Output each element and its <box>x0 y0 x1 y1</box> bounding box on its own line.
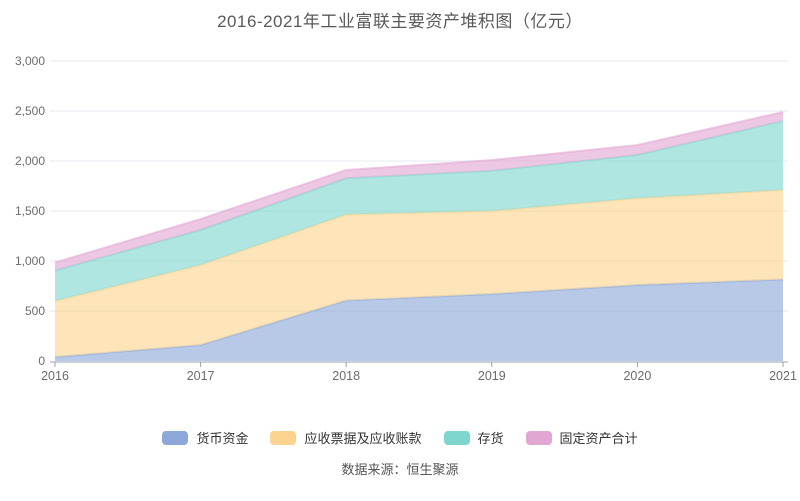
y-tick-label: 500 <box>25 304 45 318</box>
legend-label-cash: 货币资金 <box>196 431 249 446</box>
y-tick-label: 1,500 <box>15 204 45 218</box>
area-series-2 <box>55 121 783 301</box>
legend-item-inventory[interactable]: 存货 <box>443 428 504 447</box>
y-tick-label: 3,000 <box>15 54 45 68</box>
y-tick-label: 2,000 <box>15 154 45 168</box>
y-tick-label: 1,000 <box>15 254 45 268</box>
x-tick-label: 2016 <box>41 369 69 383</box>
legend-label-receivables: 应收票据及应收账款 <box>304 431 422 446</box>
chart-title: 2016-2021年工业富联主要资产堆积图（亿元） <box>217 12 583 31</box>
legend-item-fixed-assets[interactable]: 固定资产合计 <box>525 428 638 447</box>
area-edge-3 <box>54 111 784 264</box>
x-tick-label: 2020 <box>623 369 651 383</box>
data-source-note: 数据来源：恒生聚源 <box>341 462 459 477</box>
legend-label-inventory: 存货 <box>477 431 504 446</box>
legend-swatch-receivables <box>270 430 297 445</box>
legend-swatch-fixed-assets <box>525 430 552 445</box>
legend-item-receivables[interactable]: 应收票据及应收账款 <box>270 428 422 447</box>
legend-swatch-cash <box>162 430 189 445</box>
legend-item-cash[interactable]: 货币资金 <box>162 428 248 447</box>
area-series-0 <box>55 279 783 361</box>
x-tick-label: 2019 <box>478 369 506 383</box>
x-tick-label: 2017 <box>187 369 215 383</box>
y-tick-label: 2,500 <box>15 104 45 118</box>
y-tick-label: 0 <box>38 354 45 368</box>
x-tick-label: 2018 <box>332 369 360 383</box>
legend: 货币资金 应收票据及应收账款 存货 固定资产合计 <box>0 428 800 447</box>
x-tick-label: 2021 <box>769 369 797 383</box>
legend-swatch-inventory <box>443 430 470 445</box>
area-series-1 <box>55 190 783 357</box>
area-series-3 <box>55 112 783 271</box>
legend-label-fixed-assets: 固定资产合计 <box>559 431 638 446</box>
